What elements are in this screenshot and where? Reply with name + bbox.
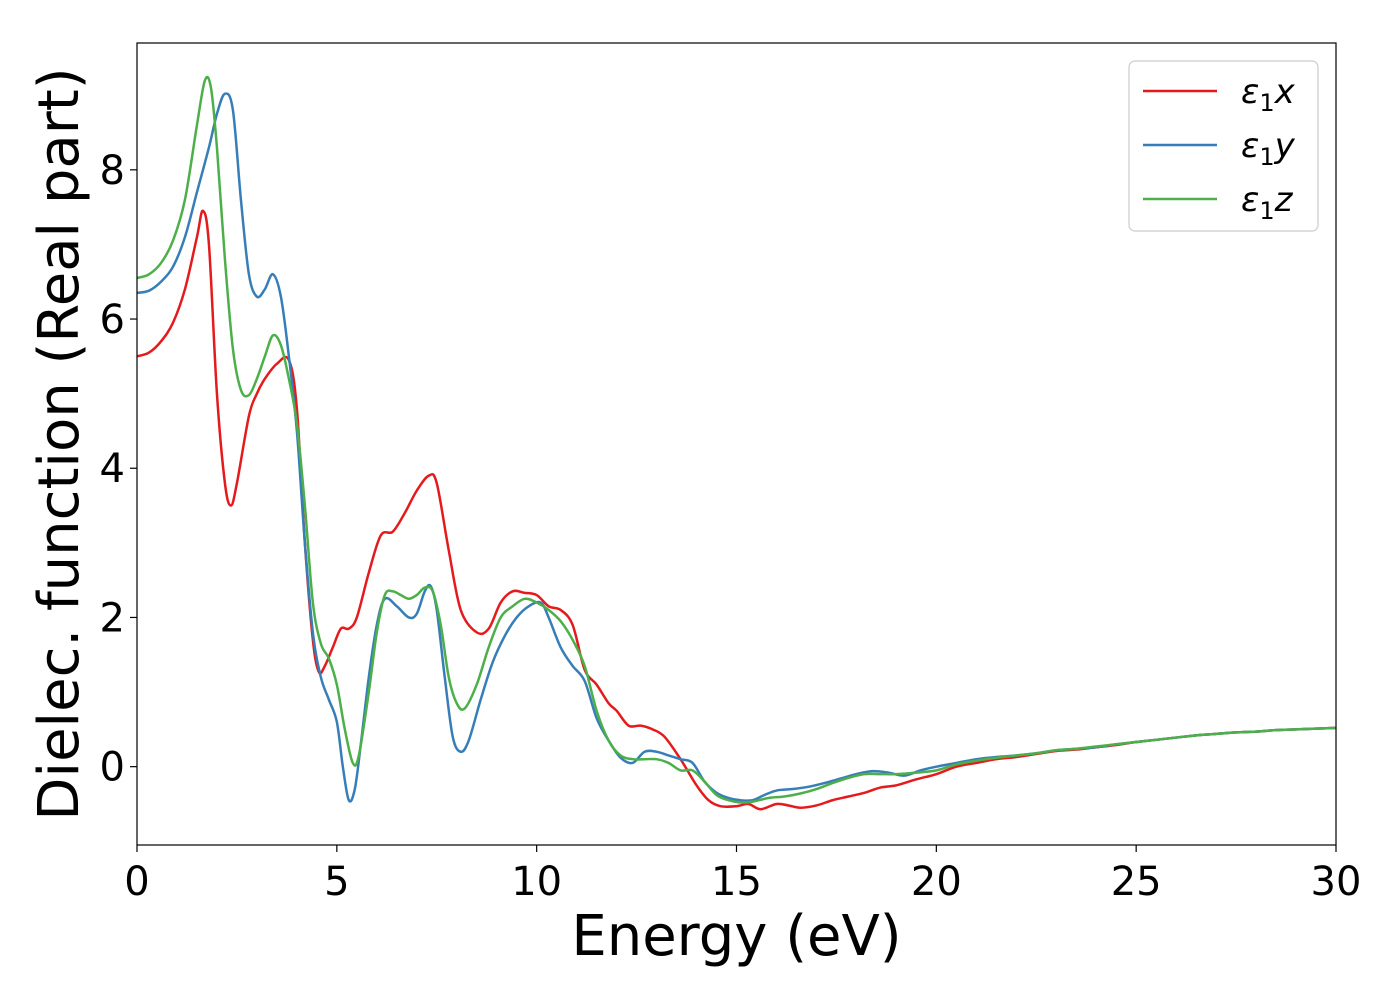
- legend: ε1x ε1y ε1z: [1128, 60, 1319, 232]
- x-tick-label: 15: [711, 859, 762, 905]
- legend-label-x: ε1x: [1241, 72, 1296, 117]
- series-line-z: [137, 75, 1336, 804]
- series-layer: [137, 75, 1336, 811]
- x-axis-title: Energy (eV): [571, 904, 901, 969]
- x-tick-label: 20: [911, 859, 962, 905]
- y-tick-label: 6: [100, 297, 125, 343]
- x-tick-label: 10: [511, 859, 562, 905]
- series-line-x: [137, 209, 1336, 811]
- legend-label-z: ε1z: [1241, 180, 1294, 225]
- x-tick-label: 5: [324, 859, 349, 905]
- x-tick-label: 25: [1111, 859, 1162, 905]
- y-tick-label: 2: [100, 595, 125, 641]
- legend-box: [1128, 60, 1319, 232]
- x-tick-label: 0: [124, 859, 149, 905]
- y-axis-title: Dielec. function (Real part): [27, 67, 92, 820]
- y-tick-label: 4: [100, 446, 125, 492]
- ticks-layer: 0 5 10 15 20 25 30 0 2 4 6 8: [100, 148, 1362, 905]
- x-tick-label: 30: [1311, 859, 1362, 905]
- legend-label-y: ε1y: [1241, 126, 1296, 171]
- y-tick-label: 8: [100, 148, 125, 194]
- y-tick-label: 0: [100, 745, 125, 791]
